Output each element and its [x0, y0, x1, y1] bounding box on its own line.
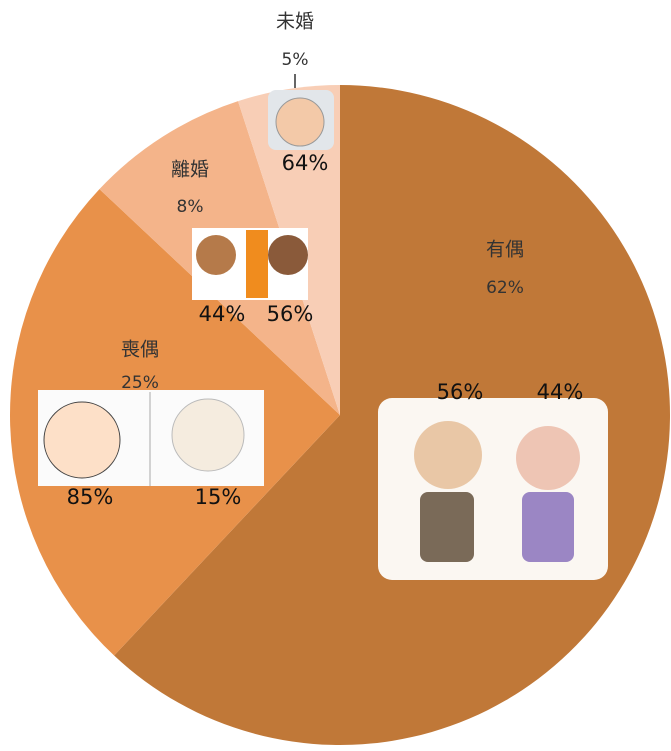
- sub-label: 64%: [282, 151, 329, 175]
- sub-label: 56%: [437, 380, 484, 404]
- face: [275, 97, 325, 147]
- body: [522, 492, 574, 562]
- category-label: 有偶: [486, 239, 524, 261]
- value-label: 25%: [121, 373, 159, 393]
- category-label: 離婚: [171, 159, 209, 181]
- illustrations: [38, 90, 608, 580]
- face: [171, 398, 245, 472]
- value-label: 5%: [282, 50, 309, 70]
- category-label: 喪偶: [121, 339, 159, 361]
- door: [246, 230, 268, 298]
- face: [43, 401, 121, 479]
- sub-label: 56%: [267, 302, 314, 326]
- face: [268, 235, 308, 275]
- face: [196, 235, 236, 275]
- sub-label: 44%: [199, 302, 246, 326]
- face: [414, 421, 482, 489]
- value-label: 8%: [177, 197, 204, 217]
- body: [420, 492, 474, 562]
- face: [516, 426, 580, 490]
- sub-label: 15%: [195, 485, 242, 509]
- category-label: 未婚: [276, 11, 314, 33]
- value-label: 62%: [486, 278, 524, 298]
- sub-label: 44%: [537, 380, 584, 404]
- labels: 有偶 62% 56% 44% 喪偶 25% 85% 15% 離婚 8% 44% 56% 未婚 5% 64%: [67, 11, 584, 510]
- sub-label: 85%: [67, 485, 114, 509]
